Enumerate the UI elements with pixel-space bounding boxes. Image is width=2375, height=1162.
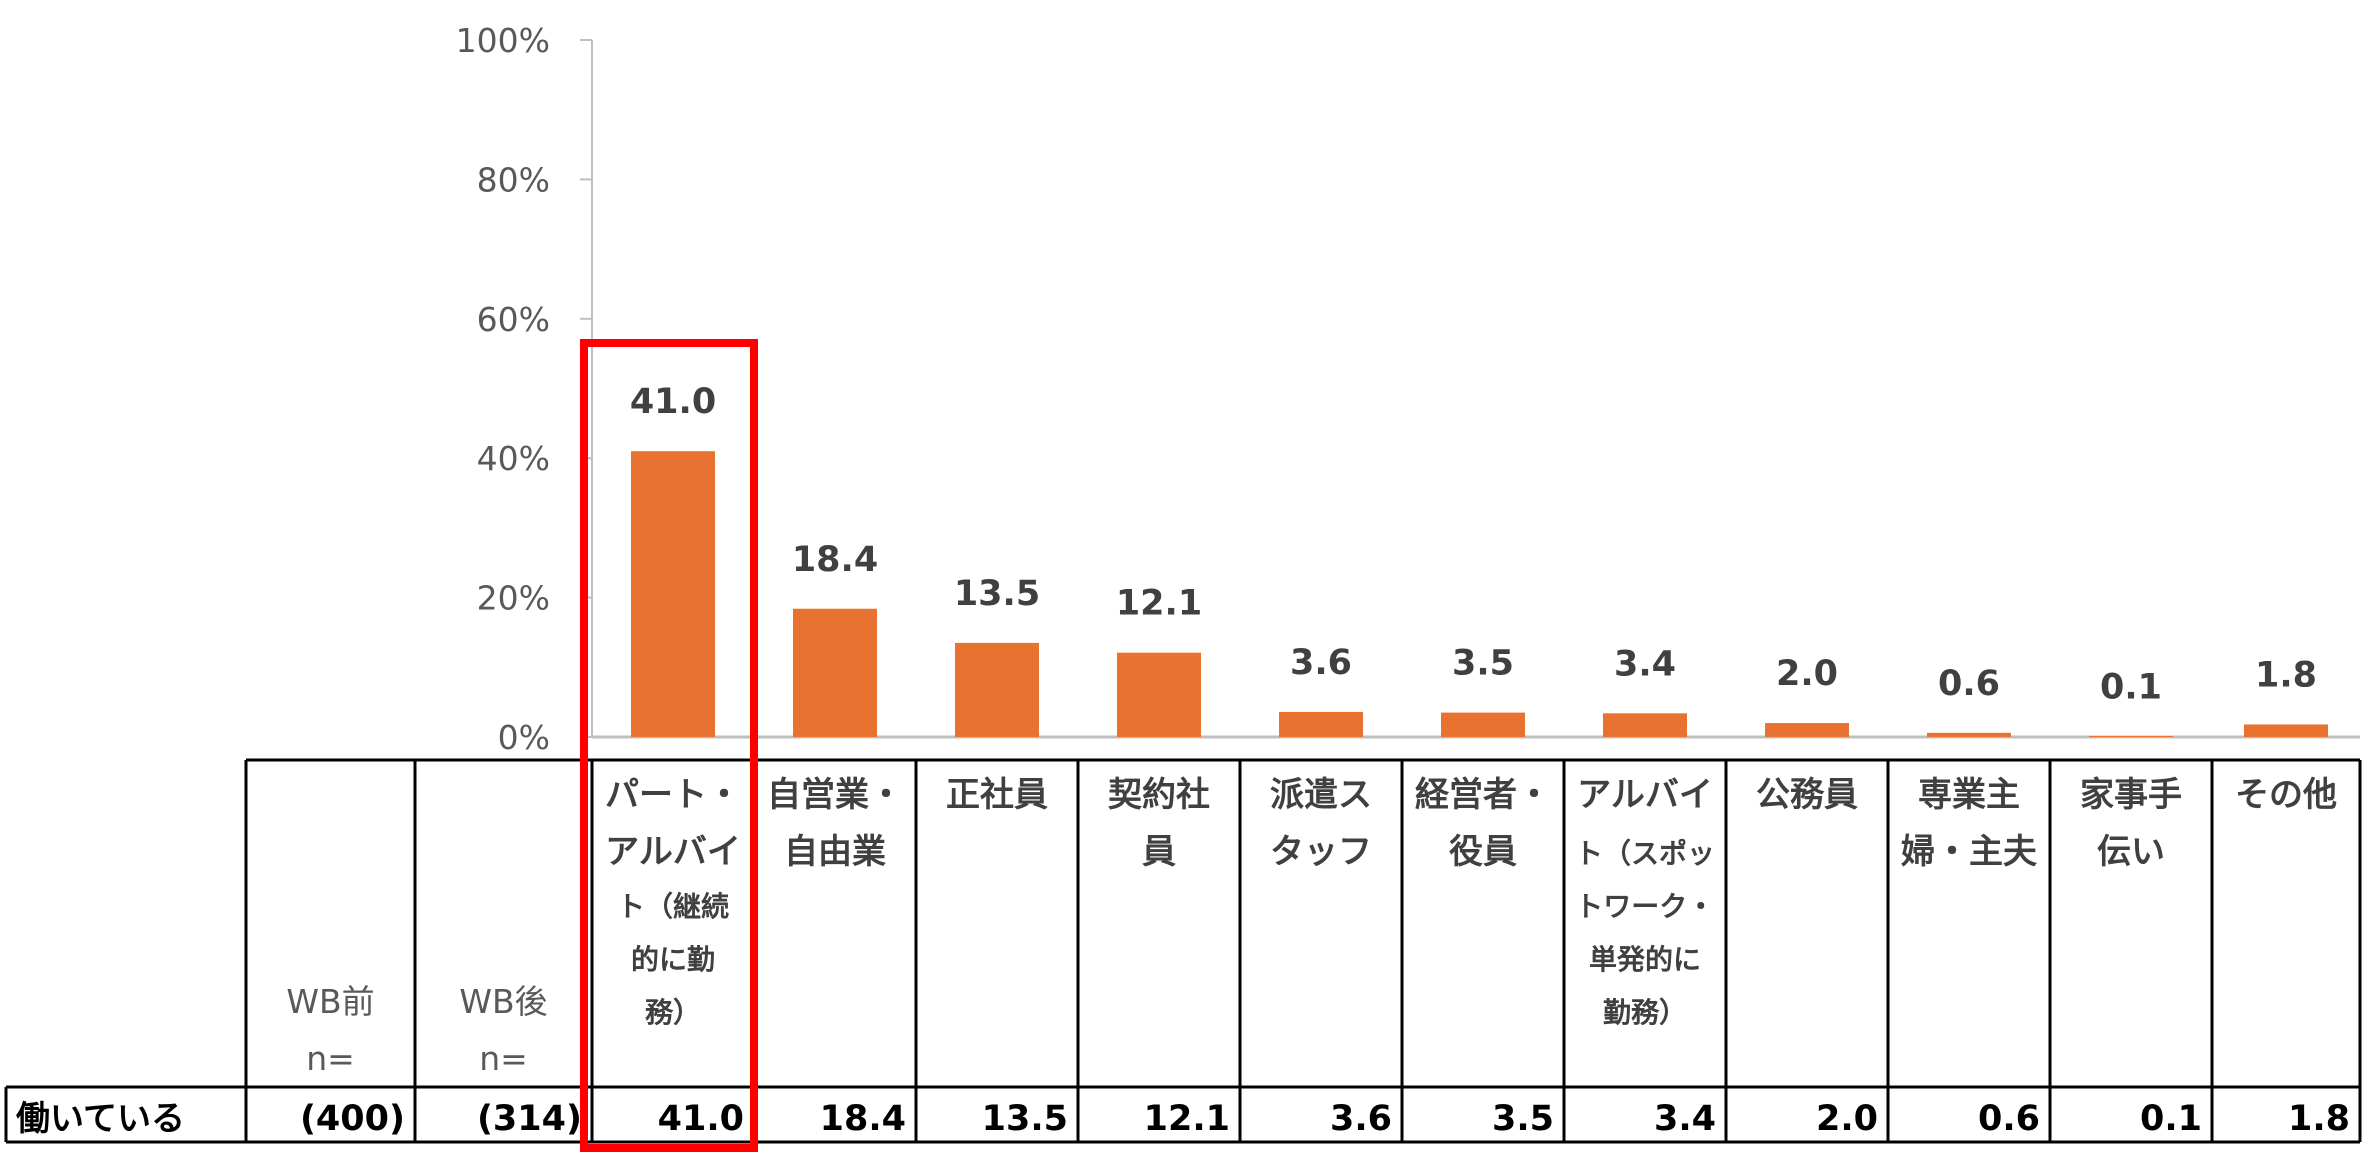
table-row-label: 働いている — [16, 1099, 185, 1139]
category-label: 勤務） — [1603, 996, 1687, 1029]
highlight — [580, 339, 758, 1152]
y-tick-label: 0% — [498, 718, 550, 757]
highlight-box — [580, 339, 758, 1152]
bar — [2089, 736, 2173, 737]
category-label: パート・ — [605, 775, 741, 815]
data-labels: 41.0 18.4 13.5 12.1 3.6 3.5 3.4 2.0 0.6 0.1 1.8 — [630, 382, 2317, 707]
category-label: 経営者・ — [1415, 775, 1551, 815]
table-header-label: WB後 — [459, 982, 547, 1021]
bar-value-label: 0.1 — [2100, 667, 2162, 707]
table-cell-value: 12.1 — [1144, 1099, 1230, 1139]
y-axis: 0% 20% 40% 60% 80% 100% — [456, 21, 2360, 757]
y-tick-label: 40% — [477, 439, 550, 478]
y-tick-label: 60% — [477, 300, 550, 339]
category-label: 員 — [1142, 832, 1176, 872]
bar — [1441, 712, 1525, 737]
table-n-before: (400) — [300, 1099, 405, 1139]
category-label: 公務員 — [1756, 775, 1858, 815]
bar — [1765, 723, 1849, 737]
category-label: 派遣ス — [1270, 775, 1372, 815]
bar — [631, 451, 715, 737]
table-header-label: WB前 — [286, 982, 374, 1021]
bar — [2244, 724, 2328, 737]
y-tick-label: 20% — [477, 579, 550, 618]
bars — [631, 451, 2328, 737]
table-header-label: n= — [479, 1039, 528, 1078]
table-cell-value: 3.6 — [1330, 1099, 1392, 1139]
category-label: トワーク・ — [1575, 890, 1714, 923]
bar — [1927, 732, 2011, 737]
category-label: 役員 — [1449, 832, 1517, 872]
category-label: 伝い — [2097, 832, 2165, 872]
bar — [793, 608, 877, 737]
category-label: アルバイ — [1577, 775, 1713, 815]
bar — [1279, 711, 1363, 737]
table-cell-value: 2.0 — [1816, 1099, 1878, 1139]
table-cell-value: 13.5 — [982, 1099, 1068, 1139]
table-cell-value: 3.5 — [1492, 1099, 1554, 1139]
category-label: 務） — [645, 996, 701, 1029]
y-tick-label: 80% — [477, 160, 550, 199]
bar-value-label: 3.5 — [1452, 644, 1514, 684]
y-tick-label: 100% — [456, 21, 550, 60]
table-cell-value: 1.8 — [2288, 1099, 2350, 1139]
category-label: 自営業・ — [767, 775, 903, 815]
bar-value-label: 13.5 — [954, 574, 1040, 614]
category-label: 正社員 — [946, 775, 1048, 815]
bar-value-label: 18.4 — [792, 540, 878, 580]
table-cell-value: 18.4 — [820, 1099, 906, 1139]
bar-value-label: 0.6 — [1938, 664, 2000, 704]
bar-value-label: 2.0 — [1776, 654, 1838, 694]
bar-value-label: 3.4 — [1614, 644, 1676, 684]
bar-value-label: 12.1 — [1116, 584, 1202, 624]
bar-value-label: 3.6 — [1290, 643, 1352, 683]
table-cell-value: 0.6 — [1978, 1099, 2040, 1139]
category-label: ト（継続 — [617, 890, 729, 923]
bar — [955, 642, 1039, 737]
category-label: 自由業 — [784, 832, 886, 872]
category-label: ト（スポッ — [1575, 837, 1715, 870]
category-label: タッフ — [1270, 832, 1372, 872]
table-n-after: (314) — [477, 1099, 582, 1139]
category-label: 単発的に — [1589, 943, 1701, 976]
bar — [1117, 652, 1201, 737]
category-label: 専業主 — [1918, 775, 2020, 815]
bar-value-label: 1.8 — [2255, 655, 2317, 695]
table-header-label: n= — [306, 1039, 355, 1078]
category-label: 契約社 — [1108, 775, 1210, 815]
table-cell-value: 3.4 — [1654, 1099, 1716, 1139]
category-label: 家事手 — [2080, 775, 2182, 815]
table-cell-value: 0.1 — [2140, 1099, 2202, 1139]
category-label: 婦・主夫 — [1900, 832, 2038, 872]
table-cell-value: 41.0 — [658, 1099, 744, 1139]
bar — [1603, 713, 1687, 737]
bar-value-label: 41.0 — [630, 382, 716, 422]
category-label: その他 — [2235, 775, 2337, 815]
category-label: アルバイ — [605, 832, 741, 872]
category-label: 的に勤 — [631, 943, 715, 976]
